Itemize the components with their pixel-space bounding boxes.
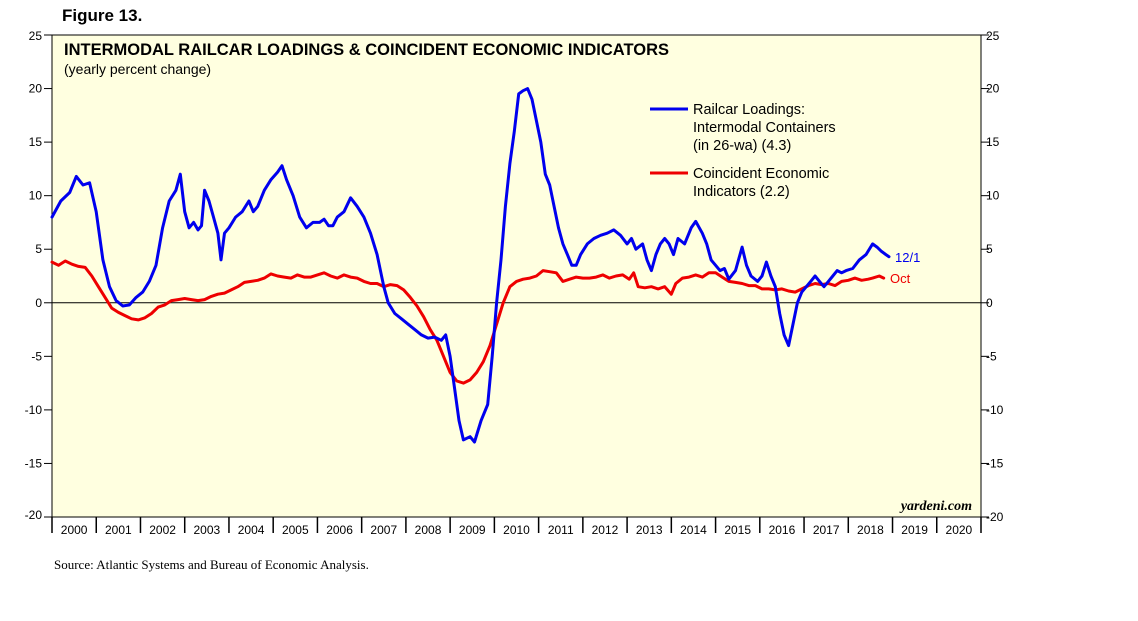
series-line-cei: [50, 259, 886, 385]
x-tick-label: 2002: [149, 523, 176, 537]
y-tick-label-right: -5: [986, 349, 997, 363]
end-label-cei: Oct: [890, 271, 911, 286]
y-tick-label-right: -15: [986, 456, 1004, 470]
y-tick-label-left: -15: [25, 456, 43, 470]
legend-label-cei-line2: Indicators (2.2): [693, 184, 790, 200]
legend-label-cei-line1: Coincident Economic: [693, 166, 829, 182]
y-tick-label-right: 20: [986, 82, 1000, 96]
y-tick-label-left: -10: [25, 403, 43, 417]
x-tick-label: 2016: [769, 523, 796, 537]
figure-label: Figure 13.: [62, 6, 143, 25]
x-tick-label: 2017: [813, 523, 840, 537]
y-tick-label-right: -20: [986, 510, 1004, 524]
y-tick-label-left: 20: [29, 82, 43, 96]
chart-title: INTERMODAL RAILCAR LOADINGS & COINCIDENT…: [64, 41, 669, 59]
x-tick-label: 2001: [105, 523, 132, 537]
x-tick-label: 2015: [724, 523, 751, 537]
x-tick-label: 2006: [326, 523, 353, 537]
x-tick-label: 2009: [459, 523, 486, 537]
x-tick-label: 2013: [636, 523, 663, 537]
x-tick-label: 2004: [238, 523, 265, 537]
watermark: yardeni.com: [899, 499, 972, 514]
y-tick-label-left: 15: [29, 135, 43, 149]
y-tick-label-left: 25: [29, 29, 43, 43]
x-tick-label: 2003: [193, 523, 220, 537]
legend: Railcar Loadings: Intermodal Containers …: [650, 102, 836, 200]
x-tick-label: 2020: [946, 523, 973, 537]
x-tick-label: 2005: [282, 523, 309, 537]
x-tick-label: 2008: [415, 523, 442, 537]
legend-label-railcar-line1: Railcar Loadings:: [693, 102, 805, 118]
y-tick-label-left: -20: [25, 508, 43, 522]
y-tick-label-left: -5: [31, 349, 42, 363]
x-tick-label: 2019: [901, 523, 928, 537]
y-tick-label-right: 15: [986, 135, 1000, 149]
x-tick-label: 2007: [370, 523, 397, 537]
x-tick-label: 2018: [857, 523, 884, 537]
series-layer: [50, 87, 891, 444]
y-tick-label-left: 10: [29, 189, 43, 203]
y-tick-label-right: 25: [986, 29, 1000, 43]
y-tick-label-left: 0: [35, 296, 42, 310]
series-line-railcar: [50, 87, 891, 444]
x-tick-label: 2014: [680, 523, 707, 537]
legend-label-railcar-line2: Intermodal Containers: [693, 120, 836, 136]
x-tick-label: 2011: [548, 523, 574, 537]
x-tick-label: 2000: [61, 523, 88, 537]
y-tick-label-right: 5: [986, 242, 993, 256]
y-tick-label-right: -10: [986, 403, 1004, 417]
end-label-railcar: 12/1: [895, 250, 920, 265]
plot-background: [51, 34, 982, 518]
x-tick-label: 2010: [503, 523, 530, 537]
legend-label-railcar-line3: (in 26-wa) (4.3): [693, 138, 791, 154]
y-tick-label-left: 5: [35, 242, 42, 256]
x-tick-label: 2012: [592, 523, 619, 537]
source-note: Source: Atlantic Systems and Bureau of E…: [54, 557, 369, 572]
y-tick-label-right: 0: [986, 296, 993, 310]
y-tick-label-right: 10: [986, 189, 1000, 203]
chart-subtitle: (yearly percent change): [64, 61, 211, 77]
